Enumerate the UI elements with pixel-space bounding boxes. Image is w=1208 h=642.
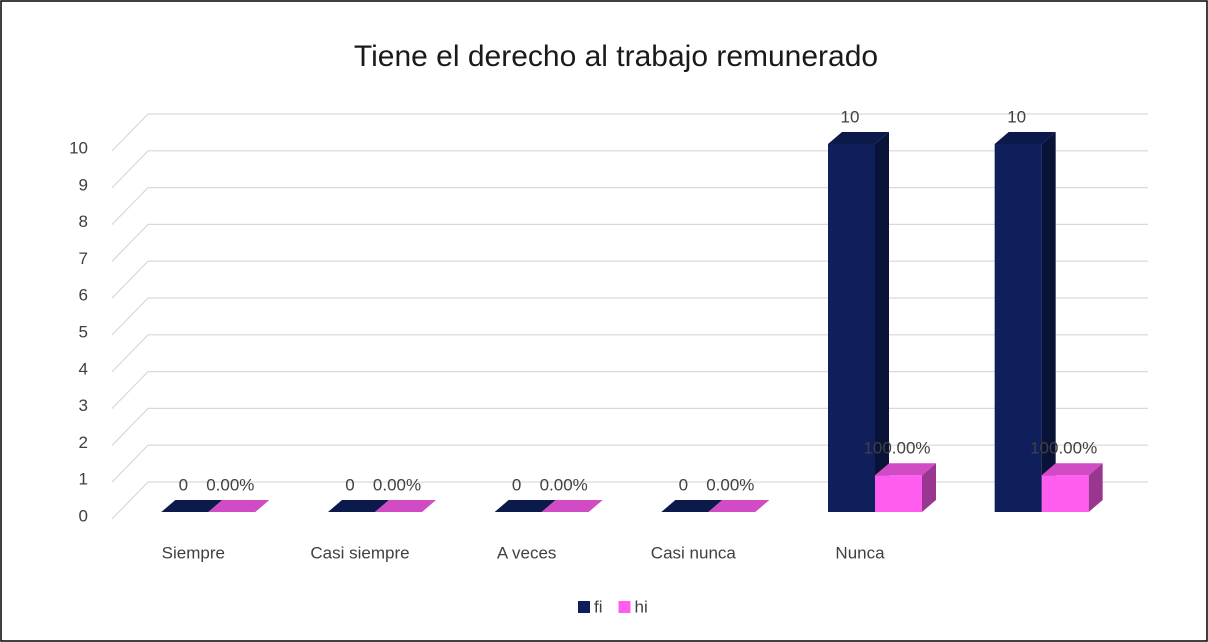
bar-side (1041, 132, 1056, 512)
y-tick-label: 1 (79, 470, 88, 489)
grid-line (111, 223, 1148, 262)
bar-top (875, 463, 936, 476)
data-label: 0.00% (540, 475, 588, 494)
y-tick-label: 8 (79, 212, 88, 231)
bar-side (922, 463, 936, 512)
x-tick-label: Casi siempre (310, 543, 409, 562)
data-label: 0.00% (706, 475, 754, 494)
legend-label: fi (594, 597, 603, 616)
data-label: 0.00% (206, 475, 254, 494)
data-label: 0 (179, 475, 188, 494)
bar-top (708, 500, 770, 512)
bar-top (1041, 463, 1103, 476)
bar-top (161, 500, 223, 512)
legend-swatch (618, 601, 631, 613)
bar-top (328, 500, 389, 512)
y-tick-label: 0 (79, 506, 88, 525)
data-label: 100.00% (1030, 439, 1097, 458)
bar (875, 475, 922, 512)
bar-side (875, 132, 889, 512)
grid-line (111, 113, 1148, 152)
x-tick-label: Siempre (162, 543, 225, 562)
data-label: 10 (1007, 107, 1026, 126)
grid-line (111, 187, 1148, 226)
bar-top (375, 500, 436, 512)
y-tick-label: 6 (79, 286, 88, 305)
grid-line (111, 371, 1148, 410)
bar-top (494, 500, 556, 512)
data-label: 0 (345, 475, 354, 494)
x-tick-label: A veces (497, 543, 557, 562)
y-tick-label: 3 (79, 396, 88, 415)
data-label: 0 (679, 475, 688, 494)
x-tick-label: Nunca (835, 543, 885, 562)
grid-line (111, 407, 1148, 446)
bar-top (541, 500, 603, 512)
bar-top (661, 500, 723, 512)
bar-side (1088, 463, 1103, 512)
grid-line (111, 297, 1148, 336)
grid-line (111, 481, 1148, 520)
y-tick-label: 5 (79, 322, 88, 341)
chart-title: Tiene el derecho al trabajo remunerado (354, 40, 878, 73)
bar-top (828, 132, 889, 144)
y-tick-label: 2 (79, 433, 88, 452)
legend-swatch (578, 601, 590, 613)
y-tick-label: 9 (79, 175, 88, 194)
data-label: 100.00% (863, 439, 930, 458)
grid-line (111, 260, 1148, 299)
bar-top (994, 132, 1056, 144)
grid-line (111, 334, 1148, 373)
grid-line (111, 444, 1148, 483)
grid-line (111, 150, 1148, 189)
data-label: 0 (512, 475, 521, 494)
bar (994, 144, 1042, 512)
y-tick-label: 7 (79, 249, 88, 268)
bar (828, 144, 875, 512)
y-tick-label: 4 (79, 359, 88, 378)
bar-top (208, 500, 270, 512)
data-label: 10 (841, 107, 860, 126)
data-label: 0.00% (373, 475, 421, 494)
y-tick-label: 10 (69, 138, 88, 157)
bar (1041, 475, 1089, 512)
x-tick-label: Casi nunca (651, 543, 737, 562)
legend-label: hi (635, 597, 648, 616)
